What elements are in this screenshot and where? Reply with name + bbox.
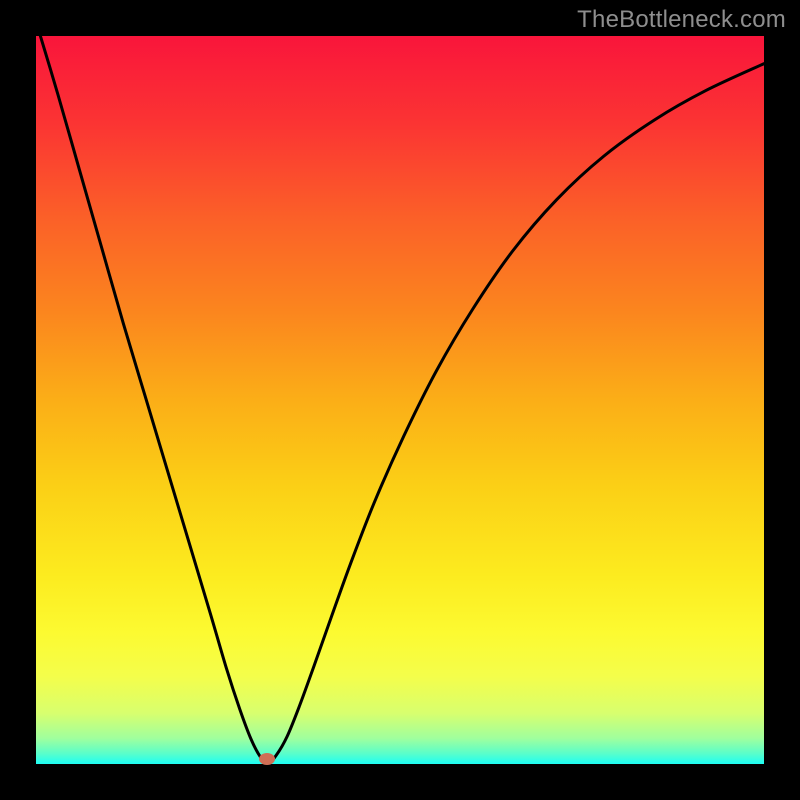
optimum-marker — [259, 753, 275, 765]
watermark-text: TheBottleneck.com — [577, 6, 786, 34]
chart-container: TheBottleneck.com — [0, 0, 800, 800]
plot-area — [36, 36, 764, 764]
bottleneck-curve — [36, 36, 764, 764]
